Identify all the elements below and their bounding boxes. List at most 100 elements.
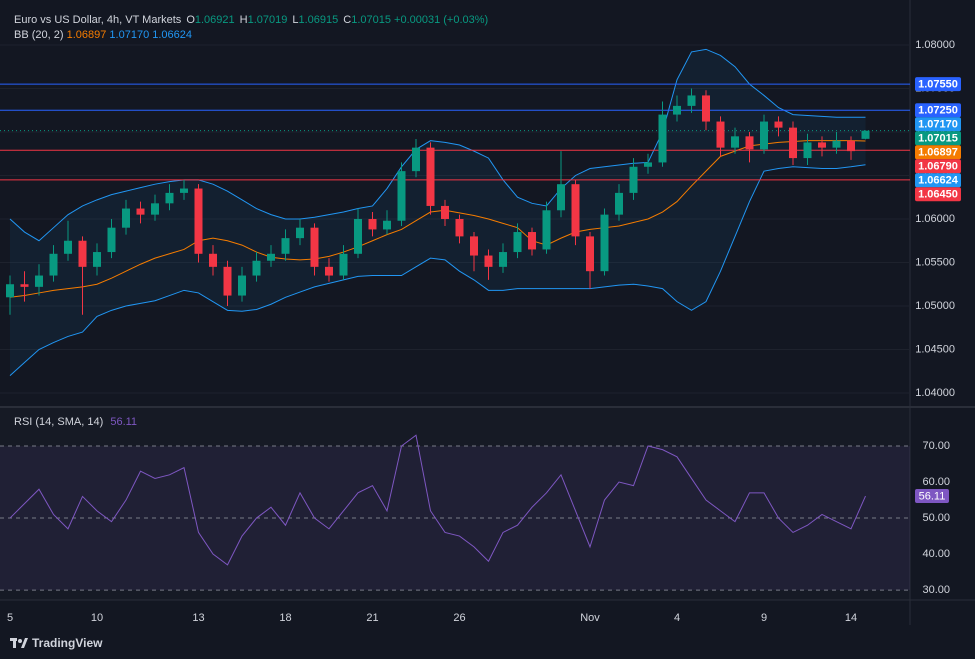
- price-tag-label: 1.07250: [918, 105, 958, 117]
- rsi-tick-label: 50.00: [922, 512, 950, 524]
- y-tick-label: 1.06000: [915, 213, 955, 225]
- candle-body: [644, 162, 652, 167]
- candle-body: [325, 266, 333, 276]
- candle-body: [687, 95, 696, 106]
- ohlc-value: 1.06915: [298, 14, 339, 26]
- bb-legend: BB (20, 2) 1.06897 1.07170 1.06624: [14, 29, 192, 41]
- candle-body: [861, 130, 870, 139]
- candle-body: [745, 136, 754, 150]
- x-tick-label: 9: [761, 612, 767, 624]
- candle-body: [136, 208, 145, 215]
- y-tick-label: 1.08000: [915, 39, 955, 51]
- candle-body: [296, 227, 304, 239]
- candle-body: [165, 192, 174, 204]
- brand-name: TradingView: [32, 636, 103, 650]
- candle-body: [107, 227, 116, 253]
- price-tag-label: 1.06790: [918, 161, 958, 173]
- candle-body: [803, 142, 812, 159]
- candle-body: [658, 114, 667, 163]
- candle-body: [223, 266, 232, 296]
- candle-body: [354, 218, 362, 254]
- candle-body: [151, 203, 159, 215]
- ohlc-key: O: [186, 14, 195, 26]
- x-tick-label: Nov: [580, 612, 600, 624]
- candle-body: [252, 260, 261, 276]
- x-tick-label: 4: [674, 612, 680, 624]
- candle-body: [267, 253, 275, 261]
- rsi-label: RSI (14, SMA, 14): [14, 416, 104, 428]
- candle-body: [383, 220, 391, 230]
- price-tag: [915, 131, 961, 146]
- bb-mid-line: [9, 140, 866, 298]
- rsi-band: [0, 446, 910, 591]
- bb-upper-value: 1.07170: [109, 29, 150, 41]
- y-tick-label: 1.05500: [915, 256, 955, 268]
- x-tick-label: 14: [845, 612, 857, 624]
- candle-body: [615, 192, 623, 215]
- candle-body: [702, 95, 710, 122]
- price-tag-label: 1.07170: [918, 119, 958, 131]
- price-tag: [915, 77, 961, 92]
- candle-body: [571, 184, 580, 237]
- candle-body: [470, 236, 478, 256]
- rsi-tick-label: 30.00: [922, 584, 950, 596]
- x-tick-label: 10: [91, 612, 103, 624]
- rsi-tick-label: 70.00: [922, 440, 950, 452]
- candle-body: [64, 240, 72, 254]
- y-tick-label: 1.04000: [915, 387, 955, 399]
- rsi-tag-label: 56.11: [919, 490, 946, 502]
- ohlc: O1.06921 H1.07019 L1.06915 C1.07015: [181, 14, 391, 26]
- candle-body: [673, 105, 681, 115]
- candle-body: [78, 240, 87, 267]
- y-tick-label: 1.04500: [915, 343, 955, 355]
- candle-body: [600, 214, 609, 272]
- candle-body: [426, 147, 435, 206]
- candle-body: [339, 253, 348, 276]
- candle-body: [774, 121, 783, 128]
- candle-body: [281, 238, 290, 254]
- candle-body: [412, 147, 420, 172]
- price-tag-label: 1.07015: [918, 133, 958, 145]
- candle-body: [209, 253, 217, 267]
- rsi-legend: RSI (14, SMA, 14) 56.11: [14, 416, 137, 428]
- candle-body: [397, 171, 406, 221]
- candle-body: [557, 184, 565, 211]
- x-tick-label: 13: [192, 612, 204, 624]
- rsi-value: 56.11: [110, 416, 138, 428]
- brand-icon: [10, 638, 28, 648]
- ohlc-key: L: [292, 14, 299, 26]
- candle-body: [368, 218, 377, 230]
- candle-body: [513, 232, 522, 253]
- candle-body: [310, 227, 319, 267]
- candle-body: [6, 284, 14, 298]
- bb-lower-value: 1.06624: [152, 29, 193, 41]
- candle-body: [194, 188, 203, 254]
- price-tag-label: 1.06624: [918, 175, 959, 187]
- rsi-tag: [915, 489, 949, 504]
- candle-body: [629, 166, 638, 193]
- ohlc-value: 1.06921: [194, 14, 235, 26]
- bb-lower-line: [9, 164, 866, 376]
- rsi-tick-label: 40.00: [922, 548, 950, 560]
- price-tag: [915, 117, 961, 132]
- candle-body: [818, 142, 826, 148]
- price-tag-label: 1.06450: [918, 189, 958, 201]
- candle-body: [455, 218, 464, 237]
- candle-body: [499, 252, 507, 267]
- candle-body: [238, 275, 246, 296]
- price-tag-label: 1.06897: [918, 147, 958, 159]
- candle-body: [49, 253, 58, 276]
- candle-body: [484, 255, 493, 267]
- price-tag: [915, 103, 961, 118]
- candle-body: [528, 232, 536, 250]
- candle-body: [122, 208, 130, 228]
- symbol-legend: Euro vs US Dollar, 4h, VT Markets O1.0692…: [14, 14, 488, 26]
- price-tag: [915, 159, 961, 174]
- symbol-title: Euro vs US Dollar, 4h, VT Markets: [14, 14, 182, 26]
- candle-body: [789, 127, 797, 159]
- bb-upper-line: [9, 48, 866, 242]
- ohlc-key: C: [343, 14, 352, 26]
- candle-body: [441, 205, 449, 219]
- candle-body: [760, 121, 768, 150]
